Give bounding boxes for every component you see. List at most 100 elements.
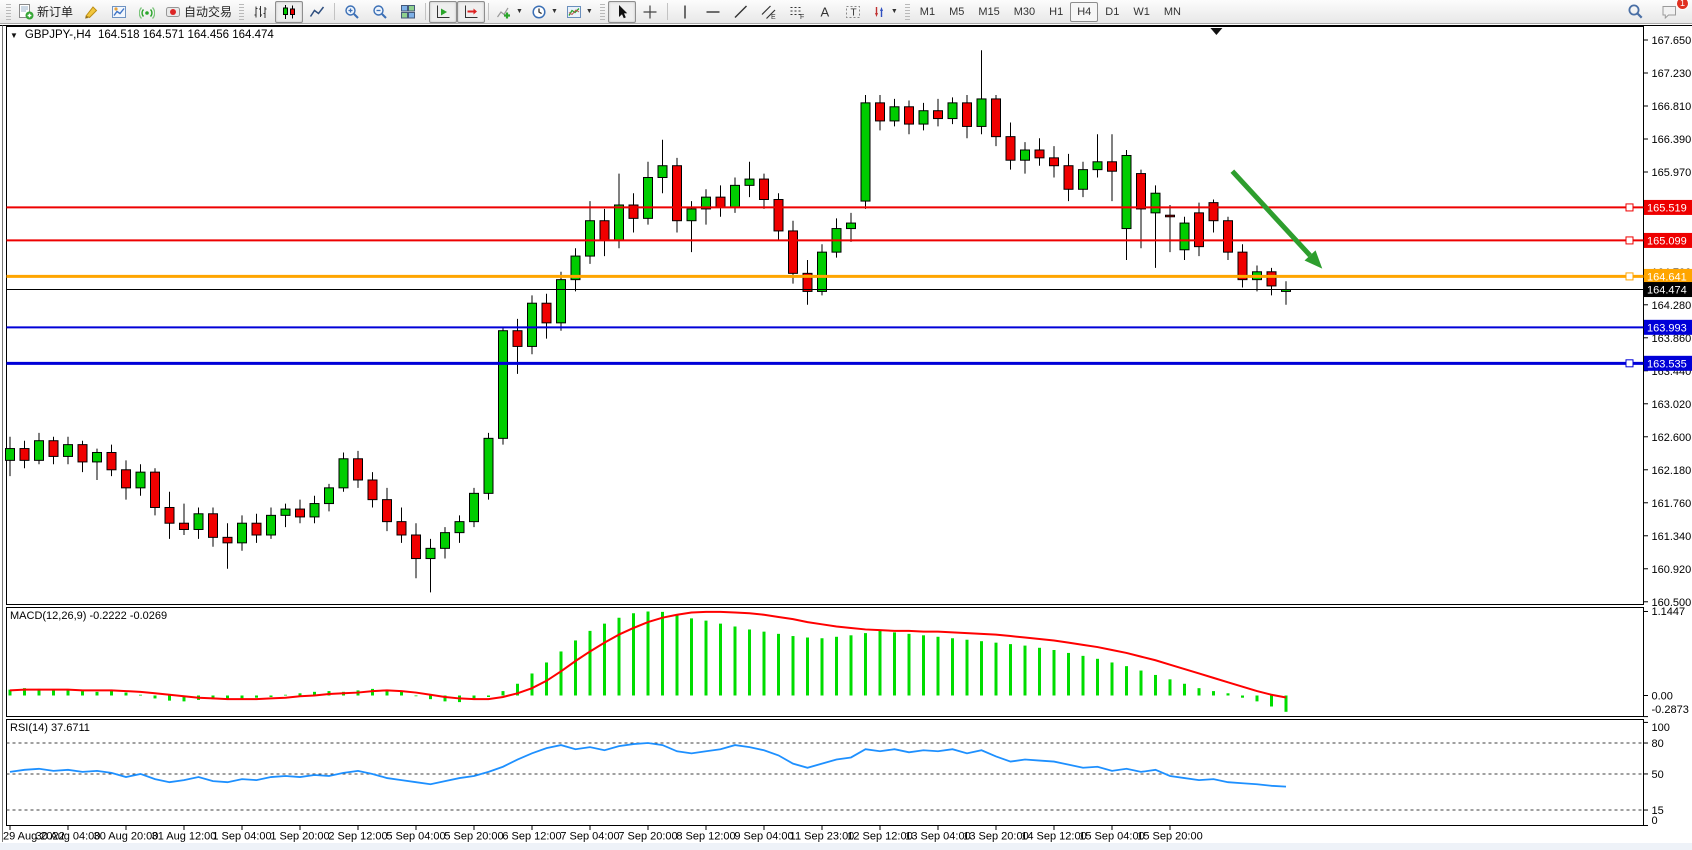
crosshair-button[interactable] bbox=[636, 1, 664, 23]
timeframe-button-m30[interactable]: M30 bbox=[1013, 5, 1036, 18]
templates-button[interactable]: ▼ bbox=[562, 1, 597, 23]
signals-button[interactable] bbox=[133, 1, 161, 23]
date-axis-label: 13 Sep 04:00 bbox=[905, 831, 970, 843]
chart-menu-arrow-icon: ▼ bbox=[10, 30, 18, 40]
trend-arrow-shaft[interactable] bbox=[1230, 169, 1312, 258]
date-axis-label: 5 Sep 04:00 bbox=[386, 831, 445, 843]
line-chart-button[interactable] bbox=[303, 1, 331, 23]
toolbar-grip bbox=[239, 3, 245, 20]
horizontal-line-icon bbox=[705, 4, 721, 20]
rsi-axis-label: 0 bbox=[1652, 815, 1658, 827]
candle-body bbox=[251, 522, 262, 536]
auto-scroll-button[interactable] bbox=[429, 0, 458, 23]
candle-body bbox=[454, 521, 465, 534]
svg-text:F: F bbox=[800, 14, 804, 20]
candle-body bbox=[222, 536, 233, 544]
equidistant-channel-button[interactable]: E bbox=[755, 1, 783, 23]
date-axis-label: 9 Sep 04:00 bbox=[734, 831, 793, 843]
candle-body bbox=[1063, 165, 1074, 190]
candle-body bbox=[904, 106, 914, 125]
cursor-button[interactable] bbox=[607, 0, 636, 23]
chart-symbol-period: GBPJPY-,H4 bbox=[24, 29, 91, 41]
line-handle[interactable] bbox=[1625, 272, 1634, 281]
price-axis-label: 166.810 bbox=[1652, 101, 1692, 113]
profile-button[interactable] bbox=[105, 1, 133, 23]
candle-body bbox=[759, 178, 769, 200]
candle-body bbox=[875, 102, 885, 122]
rsi-panel[interactable] bbox=[6, 719, 1644, 826]
horizontal-line-164.641[interactable] bbox=[6, 272, 1644, 281]
date-axis-label: 2 Sep 12:00 bbox=[328, 831, 387, 843]
candle-body bbox=[469, 492, 479, 523]
timeframe-button-d1[interactable]: D1 bbox=[1105, 5, 1120, 18]
notifications-button[interactable]: 1 bbox=[1655, 0, 1689, 23]
chart-area[interactable]: 167.650167.230166.810166.390165.970164.7… bbox=[0, 24, 1692, 850]
candle-body bbox=[1194, 212, 1204, 248]
zoom-in-icon bbox=[344, 4, 360, 20]
publish-button[interactable] bbox=[77, 1, 105, 23]
candle-body bbox=[367, 479, 378, 501]
profile-icon bbox=[111, 4, 127, 20]
arrows-button[interactable]: ▼ bbox=[867, 1, 902, 23]
autotrading-button[interactable]: 自动交易 bbox=[161, 1, 236, 23]
auto-scroll-icon bbox=[435, 4, 451, 20]
candle-body bbox=[512, 330, 523, 347]
timeframe-button-w1[interactable]: W1 bbox=[1133, 5, 1150, 18]
line-handle[interactable] bbox=[1625, 203, 1634, 212]
bar-chart-button[interactable] bbox=[247, 1, 275, 23]
zoom-in-button[interactable] bbox=[338, 1, 366, 23]
price-tag-label: 163.993 bbox=[1647, 322, 1687, 334]
candle-body bbox=[991, 98, 1001, 138]
candlestick-chart-button[interactable] bbox=[275, 0, 304, 23]
candlestick-chart-icon bbox=[281, 4, 297, 20]
candle-body bbox=[715, 196, 726, 208]
candle-body bbox=[1034, 149, 1045, 159]
date-axis-label: 7 Sep 20:00 bbox=[618, 831, 677, 843]
fibonacci-button[interactable]: F bbox=[783, 1, 811, 23]
timeframe-button-mn[interactable]: MN bbox=[1163, 5, 1181, 18]
candle-body bbox=[817, 251, 827, 292]
vertical-line-icon bbox=[677, 4, 693, 20]
timeframe-button-h4[interactable]: H4 bbox=[1070, 1, 1099, 22]
candle-body bbox=[788, 230, 798, 274]
text-label-button[interactable]: T bbox=[839, 1, 867, 23]
candle-body bbox=[121, 469, 131, 489]
vertical-line-button[interactable] bbox=[671, 1, 699, 23]
candle-body bbox=[353, 458, 363, 481]
candle-body bbox=[1078, 169, 1088, 190]
toolbar-right-group: 1 bbox=[1621, 0, 1689, 23]
chart-shift-marker-icon[interactable] bbox=[1210, 28, 1223, 35]
new-order-button[interactable]: 新订单 bbox=[14, 1, 77, 23]
horizontal-line-165.099[interactable] bbox=[6, 236, 1644, 245]
price-tag-label: 165.099 bbox=[1647, 235, 1687, 247]
timeframe-button-m5[interactable]: M5 bbox=[949, 5, 965, 18]
price-axis-label: 161.340 bbox=[1652, 531, 1692, 543]
timeframe-button-m15[interactable]: M15 bbox=[978, 5, 1000, 18]
signals-icon bbox=[139, 4, 156, 20]
chart-shift-button[interactable] bbox=[457, 0, 486, 23]
line-handle[interactable] bbox=[1625, 359, 1634, 368]
price-tag bbox=[1644, 232, 1692, 248]
zoom-out-button[interactable] bbox=[366, 1, 394, 23]
trendline-button[interactable] bbox=[727, 1, 755, 23]
tile-windows-button[interactable] bbox=[394, 1, 422, 23]
main-chart-panel[interactable] bbox=[6, 26, 1644, 605]
candle-body bbox=[933, 110, 943, 120]
search-button[interactable] bbox=[1621, 1, 1649, 23]
tile-windows-icon bbox=[400, 4, 416, 20]
line-handle[interactable] bbox=[1625, 236, 1634, 245]
trend-arrow-head[interactable] bbox=[1304, 250, 1323, 269]
horizontal-line-165.519[interactable] bbox=[6, 203, 1644, 212]
periods-button[interactable]: ▼ bbox=[527, 1, 562, 23]
horizontal-line-163.535[interactable] bbox=[6, 359, 1644, 368]
timeframe-button-h1[interactable]: H1 bbox=[1049, 5, 1064, 18]
price-tag bbox=[1644, 319, 1692, 335]
horizontal-line-button[interactable] bbox=[699, 1, 727, 23]
candle-body bbox=[237, 522, 247, 544]
toolbar-grip bbox=[904, 3, 910, 20]
date-axis-label: 15 Sep 04:00 bbox=[1079, 831, 1144, 843]
indicators-icon bbox=[496, 4, 512, 20]
text-button[interactable]: A bbox=[811, 1, 839, 23]
indicators-button[interactable]: ▼ bbox=[492, 1, 527, 23]
timeframe-button-m1[interactable]: M1 bbox=[919, 5, 936, 18]
